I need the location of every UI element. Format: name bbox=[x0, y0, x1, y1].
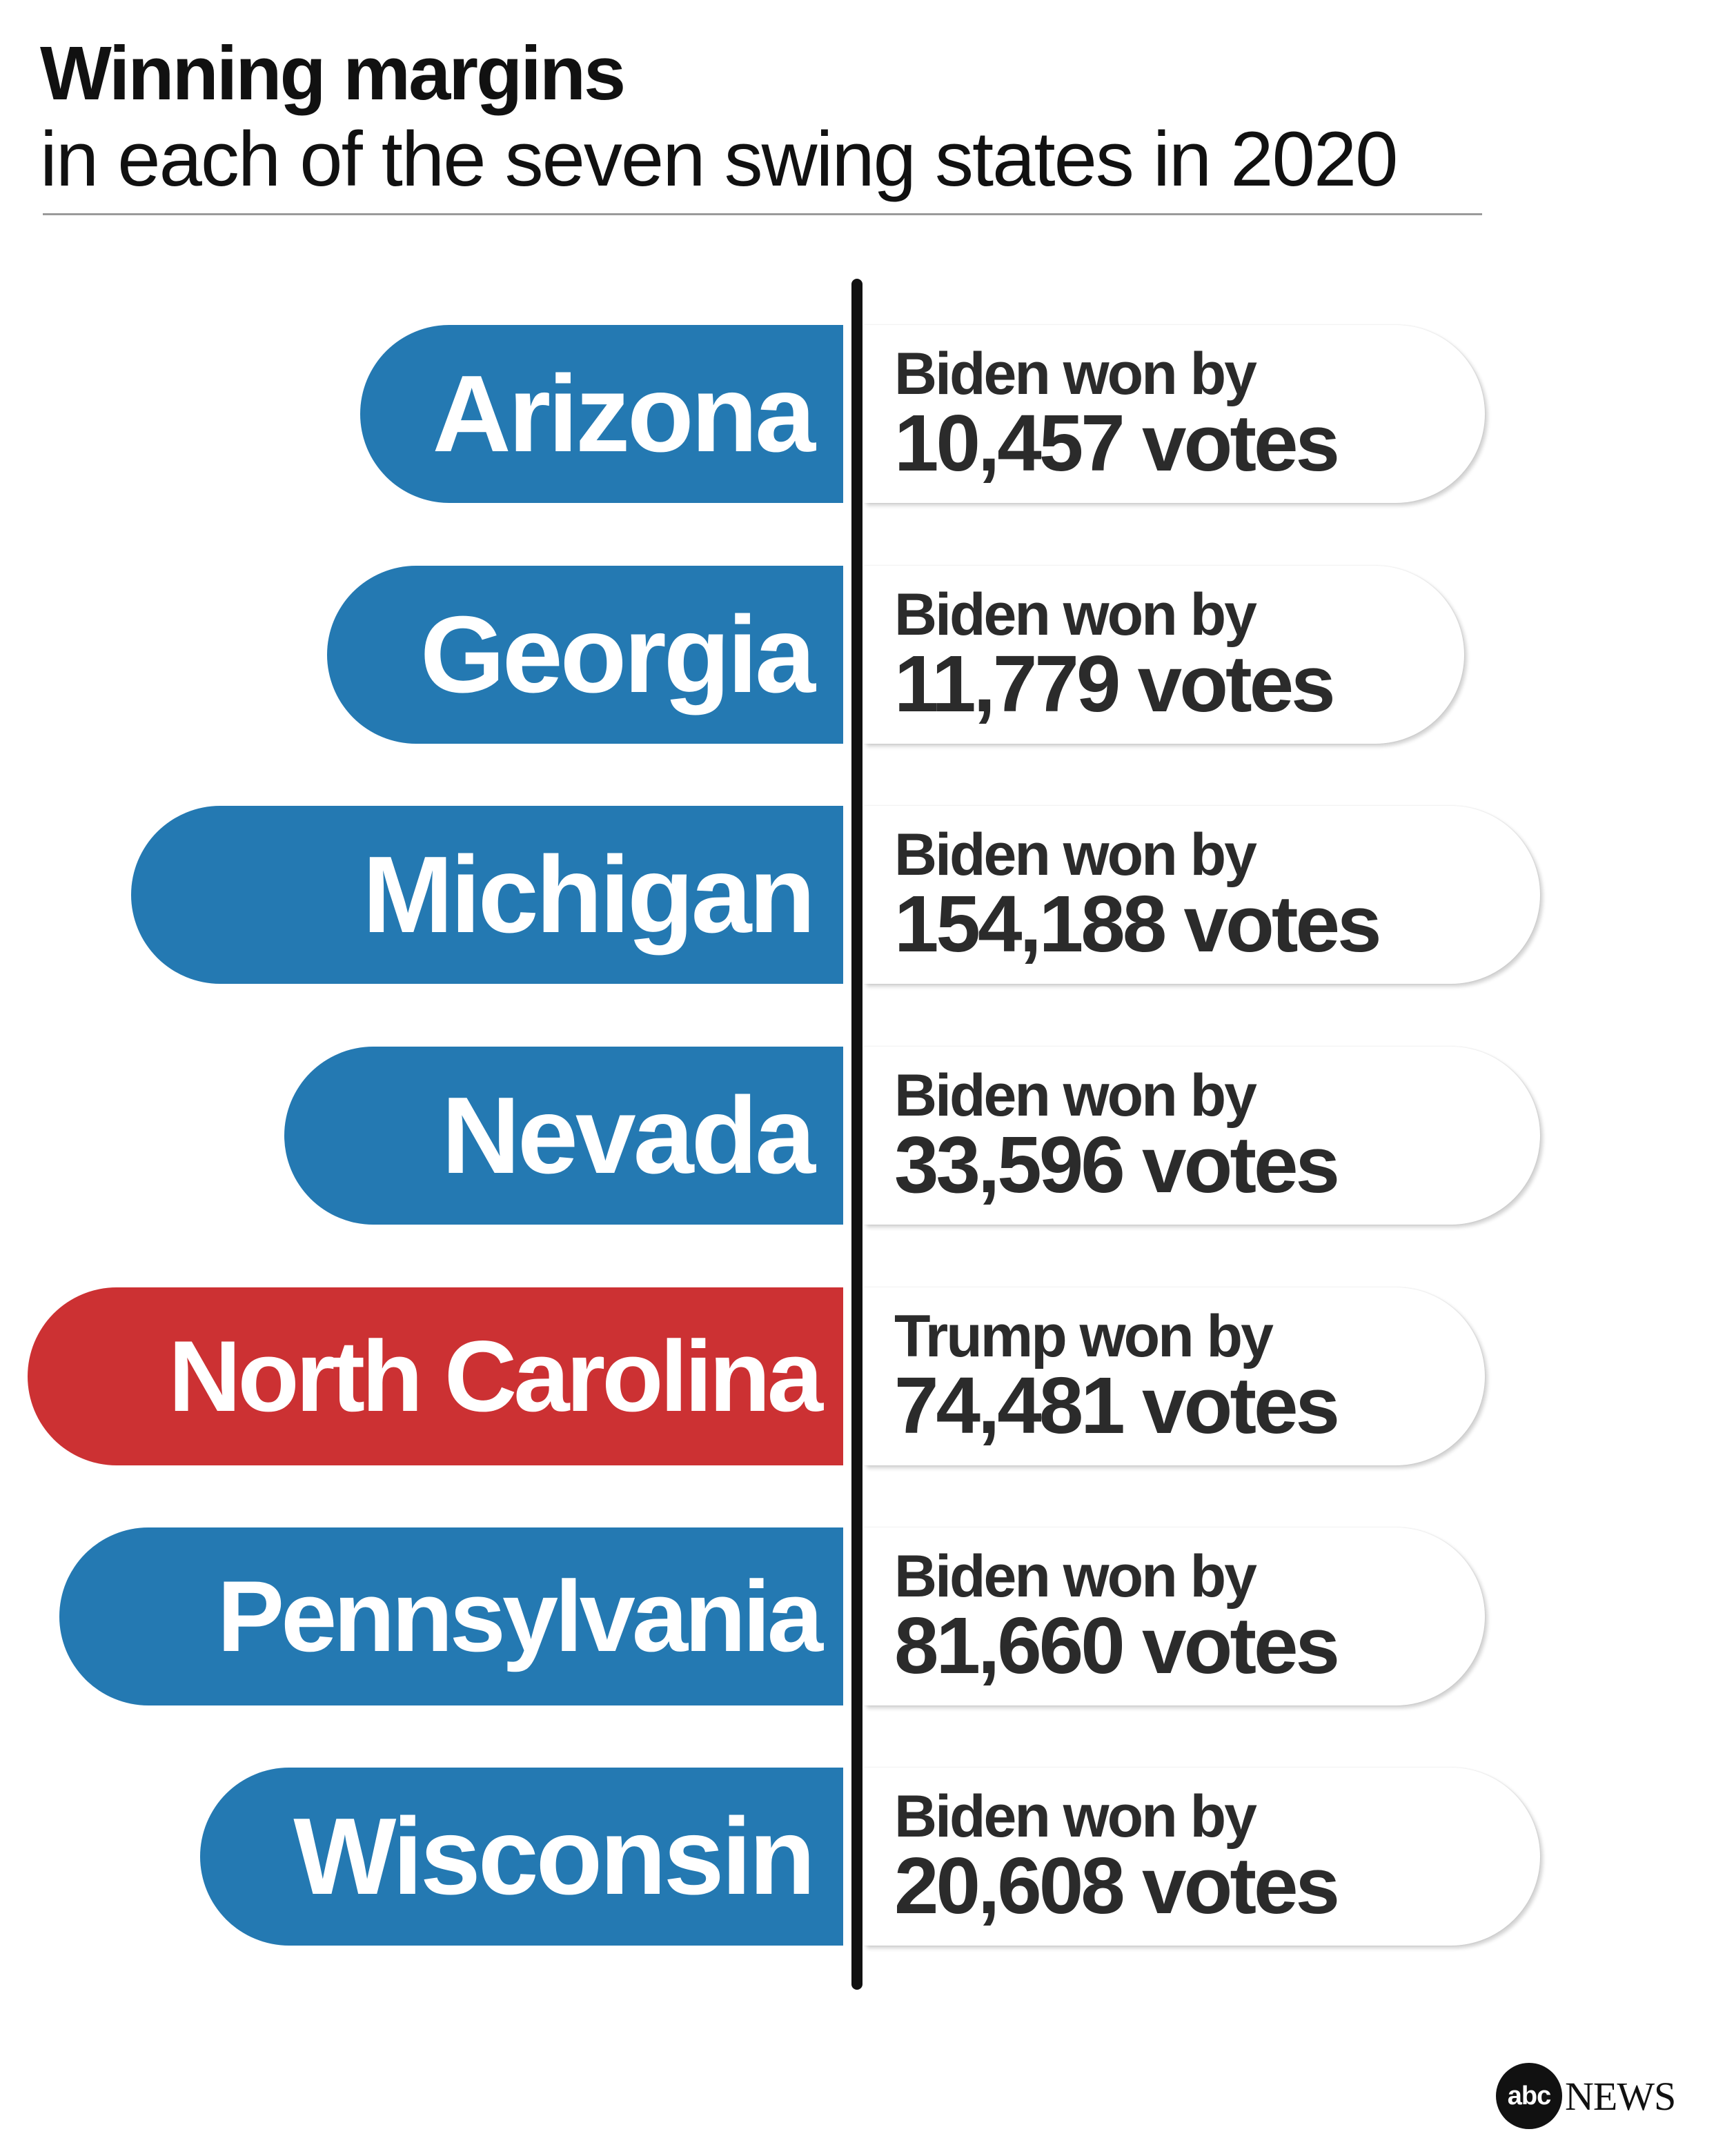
margin-text: 11,779 votes bbox=[894, 639, 1336, 729]
abc-news-logo: abc NEWS bbox=[1496, 2063, 1676, 2129]
abc-logo-mark: abc bbox=[1496, 2063, 1562, 2129]
margin-text: 154,188 votes bbox=[894, 879, 1382, 969]
chart-subtitle: in each of the seven swing states in 202… bbox=[40, 116, 1398, 202]
winner-text: Biden won by bbox=[894, 821, 1257, 888]
state-label-michigan: Michigan bbox=[131, 806, 843, 984]
margin-text: 33,596 votes bbox=[894, 1120, 1340, 1210]
margin-text: 10,457 votes bbox=[894, 398, 1340, 488]
state-name: Georgia bbox=[420, 594, 816, 715]
state-label-north-carolina: North Carolina bbox=[28, 1287, 843, 1465]
result-nevada: Biden won by 33,596 votes bbox=[864, 1047, 1540, 1225]
state-name: Pennsylvania bbox=[217, 1560, 823, 1672]
state-name: North Carolina bbox=[168, 1320, 823, 1432]
state-name: Michigan bbox=[362, 834, 816, 956]
center-divider-line bbox=[851, 279, 862, 1990]
state-label-wisconsin: Wisconsin bbox=[200, 1768, 843, 1946]
state-name: Nevada bbox=[441, 1075, 816, 1196]
winner-text: Trump won by bbox=[894, 1303, 1274, 1369]
title-divider bbox=[43, 213, 1482, 215]
result-north-carolina: Trump won by 74,481 votes bbox=[864, 1287, 1485, 1465]
result-michigan: Biden won by 154,188 votes bbox=[864, 806, 1540, 984]
state-label-pennsylvania: Pennsylvania bbox=[59, 1527, 843, 1705]
news-logo-text: NEWS bbox=[1565, 2073, 1676, 2119]
state-name: Wisconsin bbox=[293, 1796, 816, 1917]
result-wisconsin: Biden won by 20,608 votes bbox=[864, 1768, 1540, 1946]
chart-title: Winning margins bbox=[40, 31, 626, 116]
state-name: Arizona bbox=[432, 353, 816, 475]
result-pennsylvania: Biden won by 81,660 votes bbox=[864, 1527, 1485, 1705]
state-label-nevada: Nevada bbox=[284, 1047, 843, 1225]
winner-text: Biden won by bbox=[894, 340, 1257, 407]
margin-text: 74,481 votes bbox=[894, 1361, 1340, 1451]
result-georgia: Biden won by 11,779 votes bbox=[864, 566, 1464, 744]
winner-text: Biden won by bbox=[894, 1062, 1257, 1129]
state-label-georgia: Georgia bbox=[327, 566, 843, 744]
margin-text: 20,608 votes bbox=[894, 1841, 1340, 1931]
winner-text: Biden won by bbox=[894, 1543, 1257, 1610]
result-arizona: Biden won by 10,457 votes bbox=[864, 325, 1485, 503]
winner-text: Biden won by bbox=[894, 581, 1257, 648]
winner-text: Biden won by bbox=[894, 1783, 1257, 1850]
margin-text: 81,660 votes bbox=[894, 1601, 1340, 1691]
state-label-arizona: Arizona bbox=[360, 325, 843, 503]
